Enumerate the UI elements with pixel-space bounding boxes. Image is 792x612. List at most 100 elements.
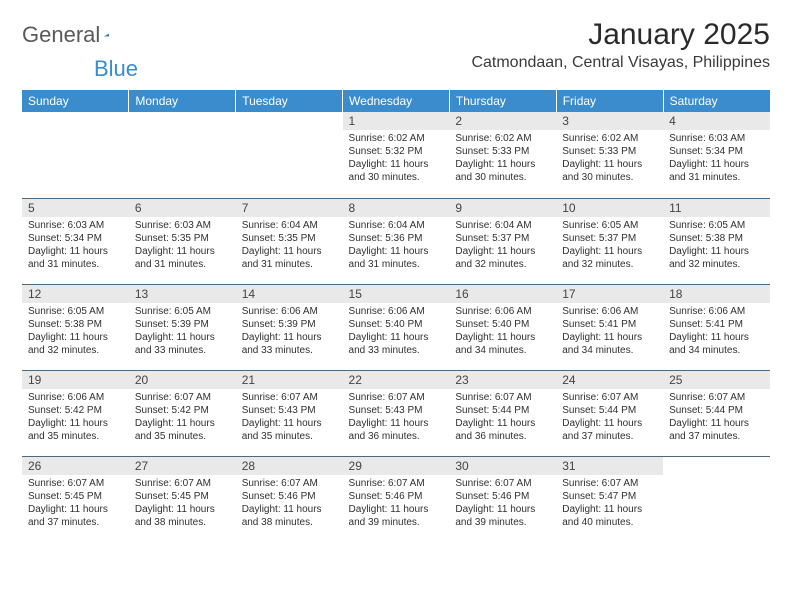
calendar-cell: 18Sunrise: 6:06 AMSunset: 5:41 PMDayligh…: [663, 284, 770, 370]
sunset-text: Sunset: 5:46 PM: [349, 490, 444, 503]
daylight-text: Daylight: 11 hours and 34 minutes.: [562, 331, 657, 357]
calendar-cell: 16Sunrise: 6:06 AMSunset: 5:40 PMDayligh…: [449, 284, 556, 370]
calendar-cell: 11Sunrise: 6:05 AMSunset: 5:38 PMDayligh…: [663, 198, 770, 284]
daylight-text: Daylight: 11 hours and 31 minutes.: [349, 245, 444, 271]
sunrise-text: Sunrise: 6:02 AM: [349, 132, 444, 145]
sunset-text: Sunset: 5:43 PM: [242, 404, 337, 417]
day-number: 11: [663, 199, 770, 217]
calendar-cell: 27Sunrise: 6:07 AMSunset: 5:45 PMDayligh…: [129, 456, 236, 542]
daylight-text: Daylight: 11 hours and 32 minutes.: [669, 245, 764, 271]
calendar-cell: 3Sunrise: 6:02 AMSunset: 5:33 PMDaylight…: [556, 112, 663, 198]
sunset-text: Sunset: 5:45 PM: [135, 490, 230, 503]
day-header: Saturday: [663, 90, 770, 112]
day-details: Sunrise: 6:07 AMSunset: 5:44 PMDaylight:…: [556, 389, 663, 445]
sunset-text: Sunset: 5:38 PM: [28, 318, 123, 331]
calendar-cell: [129, 112, 236, 198]
day-details: Sunrise: 6:04 AMSunset: 5:36 PMDaylight:…: [343, 217, 450, 273]
sunset-text: Sunset: 5:35 PM: [242, 232, 337, 245]
day-details: Sunrise: 6:05 AMSunset: 5:38 PMDaylight:…: [663, 217, 770, 273]
calendar-week-row: 26Sunrise: 6:07 AMSunset: 5:45 PMDayligh…: [22, 456, 770, 542]
sunset-text: Sunset: 5:42 PM: [28, 404, 123, 417]
sunrise-text: Sunrise: 6:07 AM: [562, 391, 657, 404]
daylight-text: Daylight: 11 hours and 30 minutes.: [562, 158, 657, 184]
calendar-week-row: 12Sunrise: 6:05 AMSunset: 5:38 PMDayligh…: [22, 284, 770, 370]
sunset-text: Sunset: 5:32 PM: [349, 145, 444, 158]
day-details: Sunrise: 6:07 AMSunset: 5:43 PMDaylight:…: [236, 389, 343, 445]
day-details: Sunrise: 6:07 AMSunset: 5:46 PMDaylight:…: [236, 475, 343, 531]
day-details: Sunrise: 6:06 AMSunset: 5:42 PMDaylight:…: [22, 389, 129, 445]
day-number: 1: [343, 112, 450, 130]
calendar-cell: 21Sunrise: 6:07 AMSunset: 5:43 PMDayligh…: [236, 370, 343, 456]
day-details: Sunrise: 6:05 AMSunset: 5:39 PMDaylight:…: [129, 303, 236, 359]
day-number: 18: [663, 285, 770, 303]
day-number: 21: [236, 371, 343, 389]
sunset-text: Sunset: 5:40 PM: [455, 318, 550, 331]
day-number: 16: [449, 285, 556, 303]
sunrise-text: Sunrise: 6:07 AM: [349, 477, 444, 490]
sunset-text: Sunset: 5:43 PM: [349, 404, 444, 417]
daylight-text: Daylight: 11 hours and 34 minutes.: [455, 331, 550, 357]
day-number: 30: [449, 457, 556, 475]
day-details: Sunrise: 6:05 AMSunset: 5:38 PMDaylight:…: [22, 303, 129, 359]
day-details: Sunrise: 6:07 AMSunset: 5:44 PMDaylight:…: [449, 389, 556, 445]
title-block: January 2025 Catmondaan, Central Visayas…: [471, 18, 770, 72]
sunrise-text: Sunrise: 6:04 AM: [349, 219, 444, 232]
calendar-cell: 29Sunrise: 6:07 AMSunset: 5:46 PMDayligh…: [343, 456, 450, 542]
day-header: Friday: [556, 90, 663, 112]
day-number: 25: [663, 371, 770, 389]
day-details: Sunrise: 6:07 AMSunset: 5:44 PMDaylight:…: [663, 389, 770, 445]
day-number: 7: [236, 199, 343, 217]
sunrise-text: Sunrise: 6:05 AM: [562, 219, 657, 232]
sunrise-text: Sunrise: 6:07 AM: [455, 477, 550, 490]
day-number: 6: [129, 199, 236, 217]
day-details: Sunrise: 6:03 AMSunset: 5:35 PMDaylight:…: [129, 217, 236, 273]
daylight-text: Daylight: 11 hours and 32 minutes.: [28, 331, 123, 357]
day-details: Sunrise: 6:06 AMSunset: 5:39 PMDaylight:…: [236, 303, 343, 359]
calendar-cell: 14Sunrise: 6:06 AMSunset: 5:39 PMDayligh…: [236, 284, 343, 370]
calendar-week-row: 19Sunrise: 6:06 AMSunset: 5:42 PMDayligh…: [22, 370, 770, 456]
calendar-cell: 4Sunrise: 6:03 AMSunset: 5:34 PMDaylight…: [663, 112, 770, 198]
daylight-text: Daylight: 11 hours and 32 minutes.: [455, 245, 550, 271]
daylight-text: Daylight: 11 hours and 35 minutes.: [242, 417, 337, 443]
daylight-text: Daylight: 11 hours and 40 minutes.: [562, 503, 657, 529]
daylight-text: Daylight: 11 hours and 33 minutes.: [349, 331, 444, 357]
sunset-text: Sunset: 5:39 PM: [135, 318, 230, 331]
daylight-text: Daylight: 11 hours and 31 minutes.: [242, 245, 337, 271]
sunset-text: Sunset: 5:38 PM: [669, 232, 764, 245]
sunset-text: Sunset: 5:40 PM: [349, 318, 444, 331]
calendar-cell: [22, 112, 129, 198]
calendar-cell: 26Sunrise: 6:07 AMSunset: 5:45 PMDayligh…: [22, 456, 129, 542]
daylight-text: Daylight: 11 hours and 33 minutes.: [242, 331, 337, 357]
sunset-text: Sunset: 5:47 PM: [562, 490, 657, 503]
day-details: Sunrise: 6:02 AMSunset: 5:33 PMDaylight:…: [449, 130, 556, 186]
day-header-row: Sunday Monday Tuesday Wednesday Thursday…: [22, 90, 770, 112]
calendar-cell: [236, 112, 343, 198]
sunset-text: Sunset: 5:35 PM: [135, 232, 230, 245]
daylight-text: Daylight: 11 hours and 37 minutes.: [28, 503, 123, 529]
sunrise-text: Sunrise: 6:07 AM: [669, 391, 764, 404]
calendar-cell: 28Sunrise: 6:07 AMSunset: 5:46 PMDayligh…: [236, 456, 343, 542]
sunrise-text: Sunrise: 6:05 AM: [669, 219, 764, 232]
logo: General: [22, 22, 134, 48]
day-number: 8: [343, 199, 450, 217]
sunrise-text: Sunrise: 6:05 AM: [28, 305, 123, 318]
calendar-cell: 7 Sunrise: 6:04 AMSunset: 5:35 PMDaylight…: [236, 198, 343, 284]
calendar-cell: 25Sunrise: 6:07 AMSunset: 5:44 PMDayligh…: [663, 370, 770, 456]
calendar-week-row: 5Sunrise: 6:03 AMSunset: 5:34 PMDaylight…: [22, 198, 770, 284]
daylight-text: Daylight: 11 hours and 39 minutes.: [349, 503, 444, 529]
calendar-cell: 13Sunrise: 6:05 AMSunset: 5:39 PMDayligh…: [129, 284, 236, 370]
calendar-cell: 2Sunrise: 6:02 AMSunset: 5:33 PMDaylight…: [449, 112, 556, 198]
sunrise-text: Sunrise: 6:06 AM: [242, 305, 337, 318]
day-details: Sunrise: 6:03 AMSunset: 5:34 PMDaylight:…: [22, 217, 129, 273]
day-number: 15: [343, 285, 450, 303]
sunset-text: Sunset: 5:41 PM: [562, 318, 657, 331]
sunset-text: Sunset: 5:36 PM: [349, 232, 444, 245]
sunrise-text: Sunrise: 6:06 AM: [28, 391, 123, 404]
calendar-cell: 31Sunrise: 6:07 AMSunset: 5:47 PMDayligh…: [556, 456, 663, 542]
sunrise-text: Sunrise: 6:06 AM: [349, 305, 444, 318]
daylight-text: Daylight: 11 hours and 33 minutes.: [135, 331, 230, 357]
daylight-text: Daylight: 11 hours and 37 minutes.: [562, 417, 657, 443]
sunrise-text: Sunrise: 6:04 AM: [242, 219, 337, 232]
day-details: Sunrise: 6:07 AMSunset: 5:46 PMDaylight:…: [343, 475, 450, 531]
calendar-cell: 30Sunrise: 6:07 AMSunset: 5:46 PMDayligh…: [449, 456, 556, 542]
